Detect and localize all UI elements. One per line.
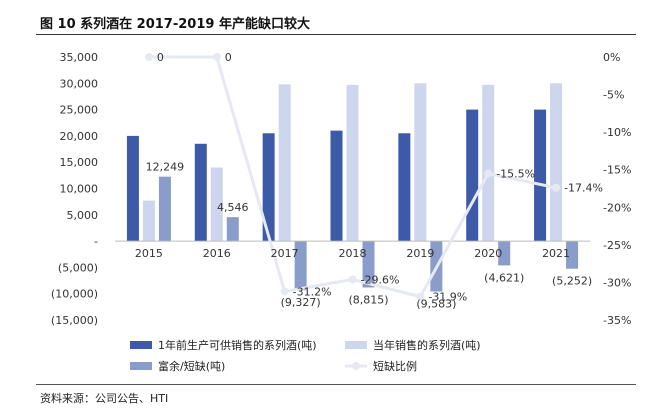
bar-1 [262, 133, 275, 242]
bar-2 [346, 84, 359, 242]
data-labels: 12,249 4,546 (9,327) (8,815) (9,583) (4,621) (… [146, 51, 603, 311]
right-tick-label: -10% [603, 126, 631, 139]
bar-2 [278, 84, 291, 242]
legend-label: 1年前生产可供销售的系列酒(吨) [158, 338, 317, 352]
bar-2 [142, 200, 155, 242]
ratio-point [552, 183, 561, 192]
right-tick-label: -5% [603, 89, 624, 102]
left-tick-label: 15,000 [60, 156, 99, 169]
left-tick-label: 5,000 [67, 209, 99, 222]
bar-2 [482, 84, 495, 242]
left-tick-label: (5,000) [58, 261, 98, 274]
gap-data-label: (8,815) [348, 293, 388, 306]
bar-2 [550, 83, 563, 242]
left-axis: 35,000 30,000 25,000 20,000 15,000 10,000 5,00… [51, 51, 98, 327]
category-label: 2021 [542, 247, 570, 260]
ratio-point [484, 169, 493, 178]
bar-2 [210, 167, 223, 242]
bar-1 [330, 130, 343, 242]
bar-3 [294, 241, 307, 291]
figure-title: 图 10 系列酒在 2017-2019 年产能缺口较大 [40, 17, 310, 32]
bar-3 [158, 176, 171, 242]
legend-swatch [345, 341, 367, 349]
bar-1 [398, 133, 411, 242]
bar-3 [498, 241, 511, 266]
gap-data-label: (4,621) [484, 271, 524, 284]
right-tick-label: -35% [603, 314, 631, 327]
bar-1 [126, 135, 139, 242]
category-label: 2016 [203, 247, 231, 260]
left-tick-label: (10,000) [51, 288, 98, 301]
legend-label: 富余/短缺(吨) [158, 359, 225, 373]
ratio-data-label: -17.4% [564, 182, 603, 195]
right-tick-label: -25% [603, 239, 631, 252]
legend: 1年前生产可供销售的系列酒(吨) 当年销售的系列酒(吨) 富余/短缺(吨) 短缺比例 [130, 338, 481, 373]
left-tick-label: 30,000 [60, 77, 99, 90]
category-label: 2020 [474, 247, 502, 260]
category-label: 2018 [339, 247, 367, 260]
left-tick-label: - [94, 235, 98, 248]
left-tick-label: (15,000) [51, 314, 98, 327]
gap-data-label: 4,546 [217, 201, 249, 214]
bar-2 [414, 83, 427, 242]
category-label: 2019 [406, 247, 434, 260]
ratio-point [416, 292, 425, 301]
gap-data-label: (9,327) [281, 296, 321, 309]
ratio-data-label: -15.5% [496, 167, 535, 180]
legend-label: 当年销售的系列酒(吨) [373, 338, 481, 352]
category-labels: 2015 2016 2017 2018 2019 2020 2021 [135, 247, 570, 260]
ratio-data-label: -31.2% [293, 285, 332, 298]
gap-data-label: (9,583) [416, 298, 456, 311]
right-tick-label: -15% [603, 164, 631, 177]
ratio-point [280, 287, 289, 296]
bar-1 [194, 143, 207, 242]
gap-data-label: 12,249 [146, 161, 185, 174]
title-rule [36, 34, 636, 35]
bar-1 [466, 109, 479, 242]
bar-1 [534, 109, 547, 242]
ratio-point [348, 275, 357, 284]
bottom-rule [36, 384, 636, 385]
legend-swatch-marker [352, 362, 360, 370]
ratio-data-label: 0 [225, 51, 232, 64]
bar-3 [362, 241, 375, 288]
gap-data-label: (5,252) [552, 275, 592, 288]
right-axis: 0% -5% -10% -15% -20% -25% -30% -35% [603, 51, 631, 327]
legend-swatch [130, 341, 152, 349]
ratio-data-label: 0 [157, 51, 164, 64]
legend-label: 短缺比例 [373, 359, 417, 373]
bar-3 [566, 241, 579, 269]
ratio-data-label: -31.9% [428, 291, 467, 304]
legend-swatch [130, 362, 152, 370]
left-tick-label: 25,000 [60, 104, 99, 117]
bars [115, 83, 590, 292]
ratio-line [144, 53, 561, 301]
bar-3 [226, 217, 239, 242]
left-tick-label: 20,000 [60, 130, 99, 143]
category-label: 2015 [135, 247, 163, 260]
right-tick-label: 0% [603, 51, 620, 64]
right-tick-label: -30% [603, 276, 631, 289]
left-tick-label: 10,000 [60, 183, 99, 196]
ratio-data-label: -29.6% [361, 273, 400, 286]
source-note: 资料来源：公司公告、HTI [40, 392, 169, 405]
ratio-point [212, 53, 221, 61]
category-label: 2017 [271, 247, 299, 260]
ratio-point [144, 53, 153, 61]
right-tick-label: -20% [603, 201, 631, 214]
left-tick-label: 35,000 [60, 51, 99, 64]
